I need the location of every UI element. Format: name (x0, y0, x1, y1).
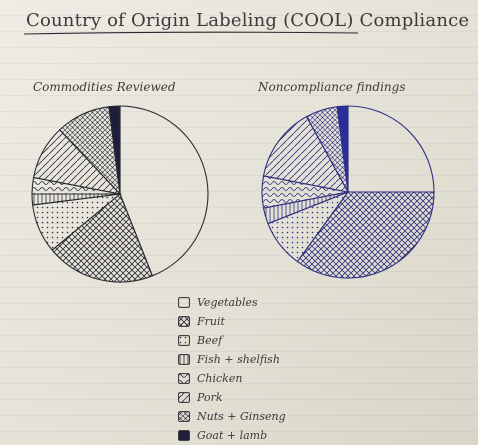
legend-item: Vegetables (178, 293, 286, 312)
legend-swatch (178, 373, 190, 384)
title-underline (23, 31, 359, 35)
legend-swatch (178, 354, 190, 365)
legend-label: Vegetables (197, 296, 258, 309)
pie-slice-vegetables (347, 105, 435, 193)
legend-label: Beef (197, 334, 223, 347)
legend-item: Fruit (178, 312, 286, 331)
pie-slice-fruit (296, 191, 435, 279)
page-title: Country of Origin Labeling (COOL) Compli… (26, 10, 470, 31)
legend-label: Pork (197, 391, 223, 404)
legend-item: Nuts + Ginseng (178, 407, 286, 426)
legend-swatch (178, 411, 190, 422)
legend: Vegetables Fruit Beef Fish + shelfish Chicke… (178, 293, 286, 445)
legend-swatch (178, 392, 190, 403)
legend-label: Chicken (197, 372, 243, 385)
legend-swatch (178, 316, 190, 327)
pie-commodities-reviewed (31, 105, 209, 283)
legend-swatch (178, 335, 190, 346)
pie-slice-fruit (51, 193, 154, 283)
legend-label: Fruit (197, 315, 225, 328)
legend-item: Pork (178, 388, 286, 407)
chart-title-noncompliance: Noncompliance findings (258, 80, 406, 94)
chart-title-commodities: Commodities Reviewed (33, 80, 176, 94)
pie-slice-goat-lamb (108, 105, 121, 195)
legend-swatch (178, 297, 190, 308)
legend-item: Beef (178, 331, 286, 350)
legend-swatch (178, 430, 190, 441)
legend-label: Nuts + Ginseng (197, 410, 286, 423)
legend-label: Goat + lamb (197, 429, 268, 442)
legend-item: Fish + shelfish (178, 350, 286, 369)
pie-slice-vegetables (119, 105, 209, 277)
legend-item: Chicken (178, 369, 286, 388)
legend-item: Goat + lamb (178, 426, 286, 445)
pie-noncompliance-findings (261, 105, 435, 279)
pie-slice-goat-lamb (336, 105, 349, 193)
pie-slice-pork (262, 115, 350, 193)
legend-label: Fish + shelfish (197, 353, 280, 366)
